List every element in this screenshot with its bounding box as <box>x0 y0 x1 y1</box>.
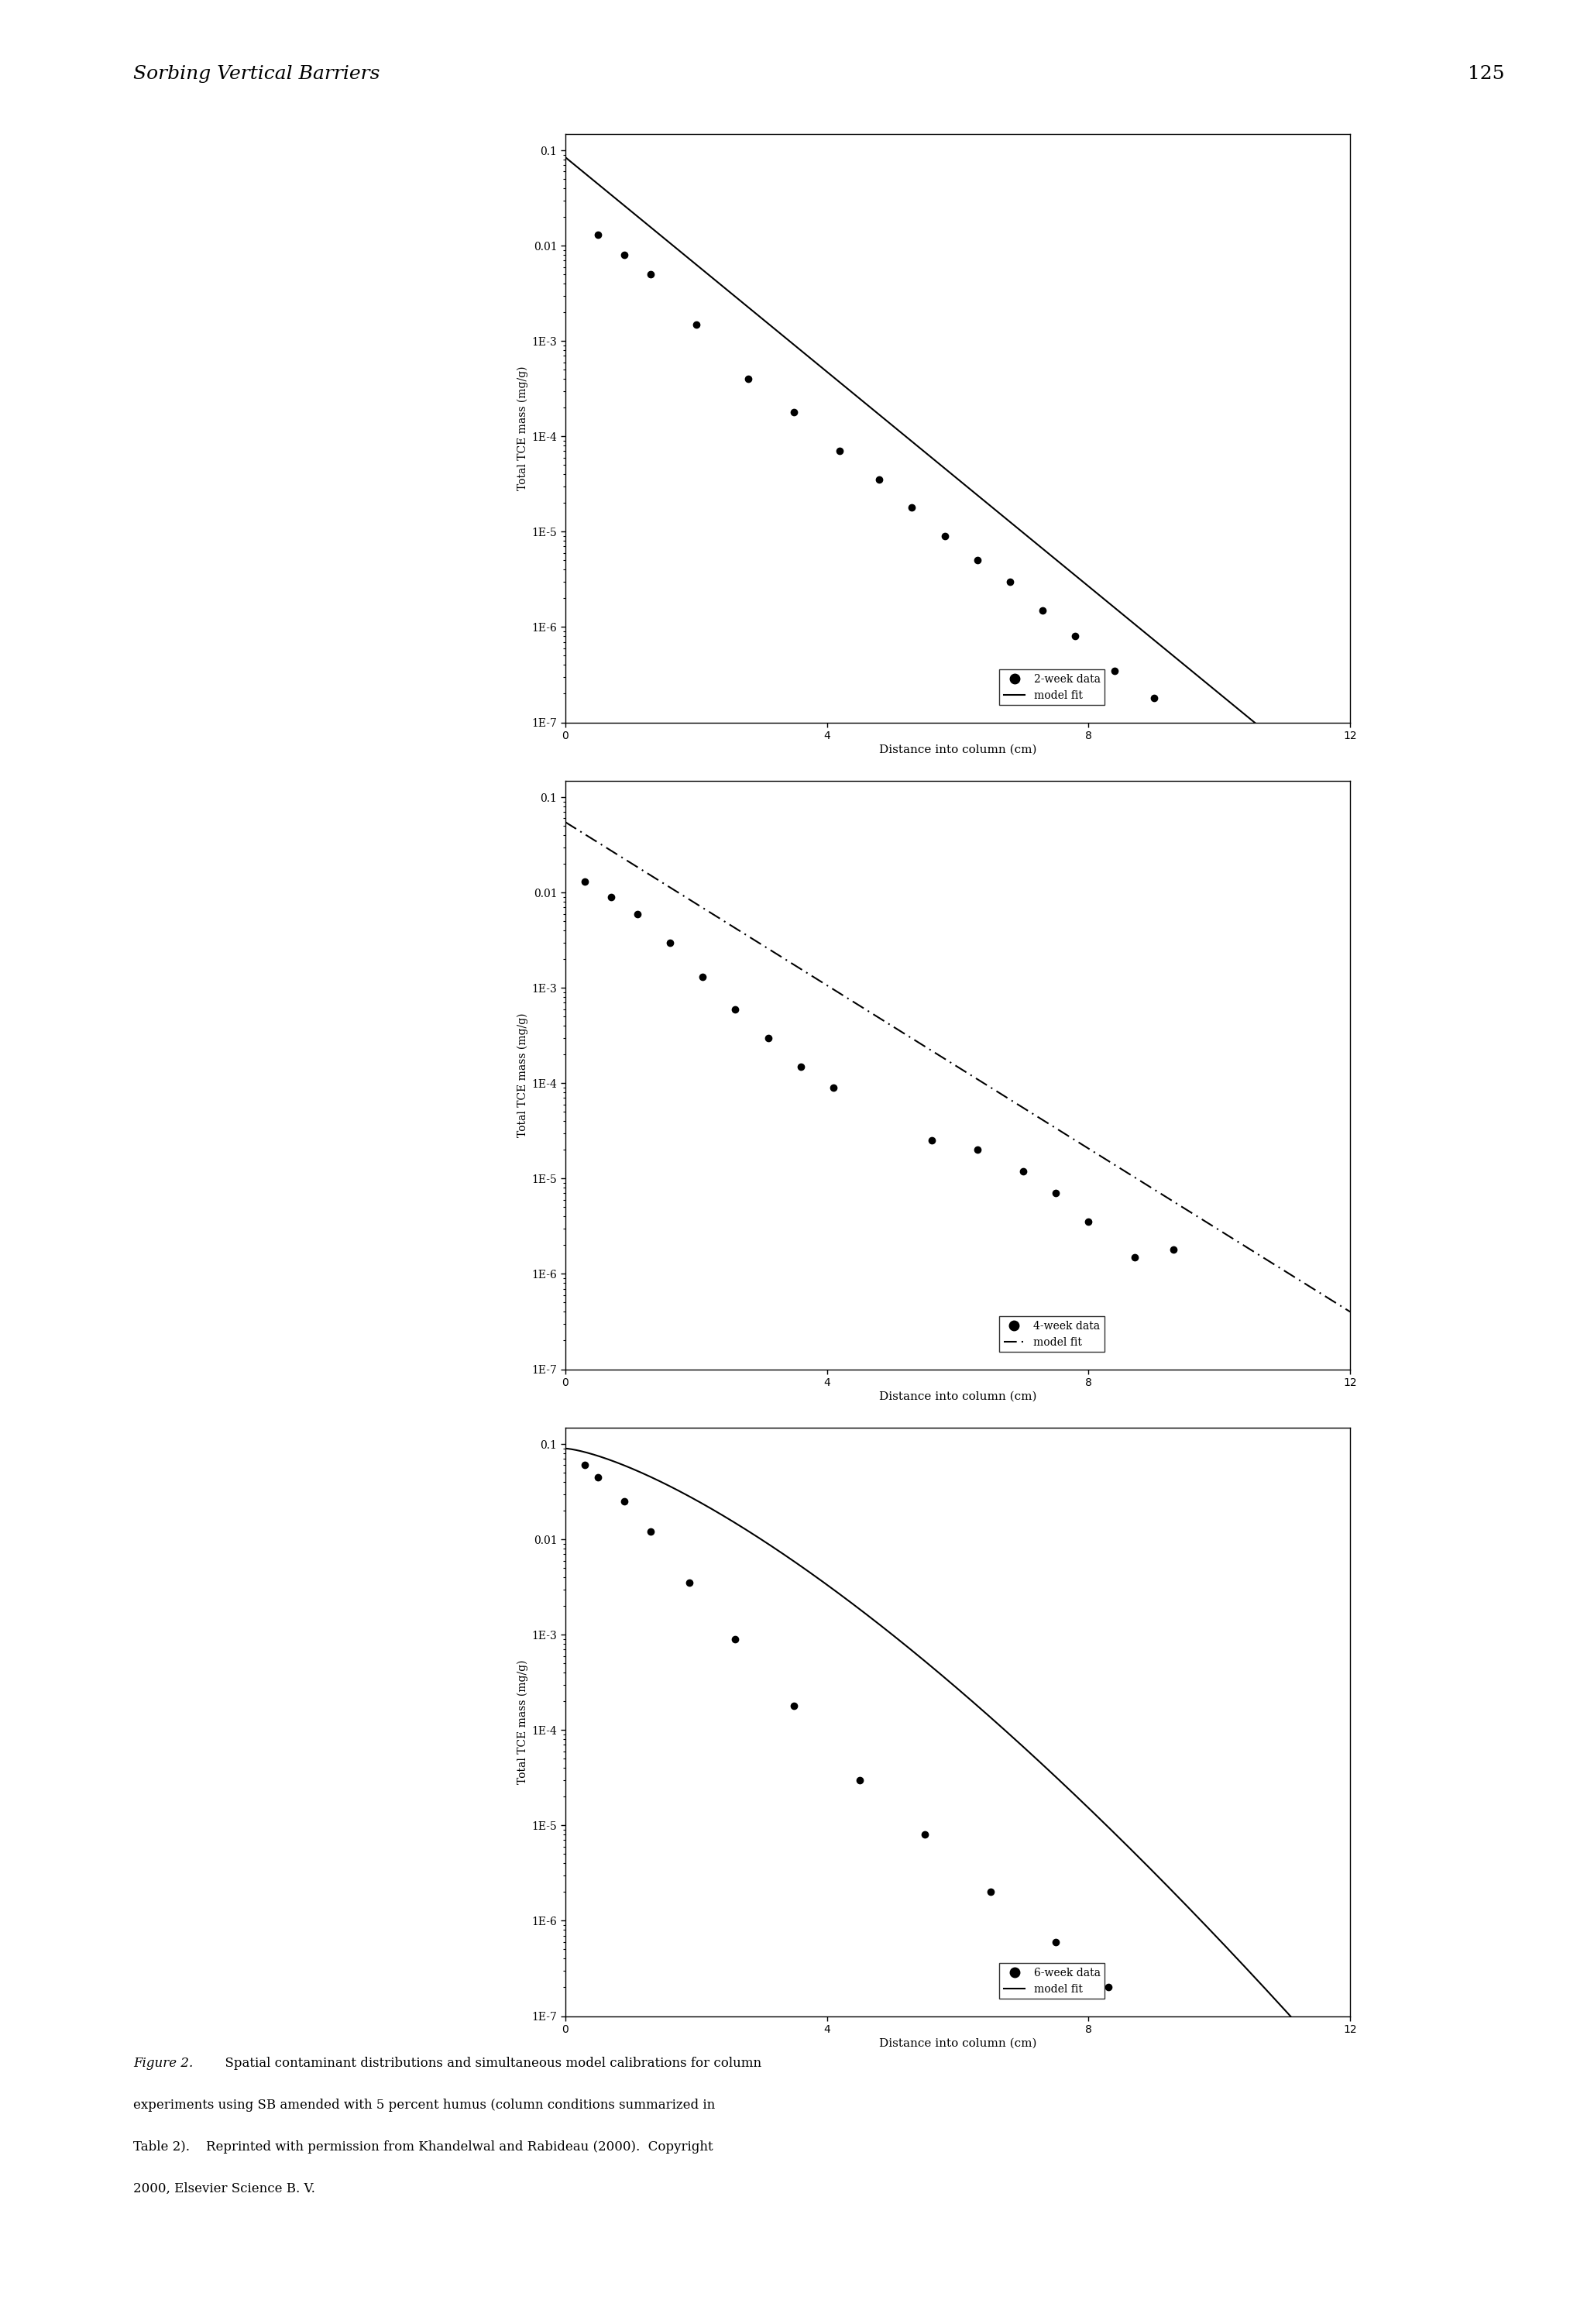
Text: experiments using SB amended with 5 percent humus (column conditions summarized : experiments using SB amended with 5 perc… <box>133 2099 716 2113</box>
X-axis label: Distance into column (cm): Distance into column (cm) <box>879 1392 1036 1401</box>
Legend: 6-week data, model fit: 6-week data, model fit <box>999 1964 1105 1999</box>
Legend: 2-week data, model fit: 2-week data, model fit <box>999 669 1105 704</box>
X-axis label: Distance into column (cm): Distance into column (cm) <box>879 2038 1036 2050</box>
Legend: 4-week data, model fit: 4-week data, model fit <box>999 1315 1105 1353</box>
Y-axis label: Total TCE mass (mg/g): Total TCE mass (mg/g) <box>517 365 529 490</box>
Text: 125: 125 <box>1468 65 1504 84</box>
Text: Sorbing Vertical Barriers: Sorbing Vertical Barriers <box>133 65 380 84</box>
Text: Table 2).    Reprinted with permission from Khandelwal and Rabideau (2000).  Cop: Table 2). Reprinted with permission from… <box>133 2140 713 2154</box>
Y-axis label: Total TCE mass (mg/g): Total TCE mass (mg/g) <box>517 1659 529 1785</box>
Y-axis label: Total TCE mass (mg/g): Total TCE mass (mg/g) <box>517 1013 529 1136</box>
Text: Figure 2.: Figure 2. <box>133 2057 193 2071</box>
Text: Spatial contaminant distributions and simultaneous model calibrations for column: Spatial contaminant distributions and si… <box>217 2057 761 2071</box>
Text: 2000, Elsevier Science B. V.: 2000, Elsevier Science B. V. <box>133 2182 316 2196</box>
X-axis label: Distance into column (cm): Distance into column (cm) <box>879 744 1036 755</box>
